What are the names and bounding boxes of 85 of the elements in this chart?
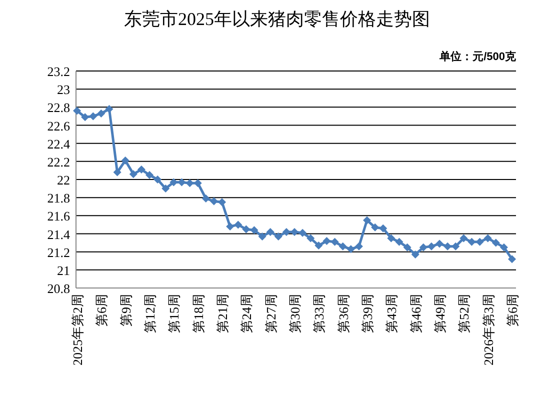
point bbox=[274, 232, 282, 240]
point bbox=[298, 228, 307, 237]
point bbox=[226, 222, 234, 231]
point bbox=[476, 238, 484, 246]
x-tick-label: 第6周 bbox=[505, 294, 520, 326]
x-tick-label: 第36周 bbox=[336, 294, 351, 333]
point bbox=[81, 113, 90, 122]
y-tick-label: 21.6 bbox=[47, 208, 70, 224]
x-tick-label: 第39周 bbox=[360, 294, 375, 333]
point bbox=[363, 216, 371, 224]
point bbox=[338, 242, 347, 250]
point bbox=[162, 184, 170, 193]
x-tick-label: 2025年第2周 bbox=[70, 294, 85, 366]
point bbox=[218, 198, 226, 206]
y-tick-label: 22.2 bbox=[47, 154, 70, 170]
point bbox=[154, 176, 162, 184]
point bbox=[121, 156, 130, 165]
y-tick-label: 22.6 bbox=[47, 118, 70, 134]
point bbox=[427, 242, 436, 250]
point bbox=[146, 170, 154, 179]
point bbox=[322, 236, 331, 245]
x-tick-label: 第15周 bbox=[166, 294, 182, 333]
y-tick-label: 21.2 bbox=[47, 244, 70, 260]
point bbox=[371, 223, 380, 232]
point bbox=[500, 243, 508, 252]
point bbox=[258, 232, 266, 240]
x-tick-label: 第49周 bbox=[432, 294, 448, 333]
x-tick-label: 2026年第3周 bbox=[480, 294, 496, 366]
point bbox=[314, 242, 323, 250]
point bbox=[242, 225, 250, 234]
point bbox=[346, 245, 355, 254]
point bbox=[403, 243, 412, 252]
chart-title: 东莞市2025年以来猪肉零售价格走势图 bbox=[124, 9, 430, 29]
point bbox=[250, 226, 258, 234]
x-tick-label: 第27周 bbox=[263, 294, 278, 333]
x-tick-label: 第30周 bbox=[288, 294, 302, 333]
x-tick-label: 第12周 bbox=[142, 294, 158, 333]
y-tick-label: 23.2 bbox=[47, 64, 70, 79]
point bbox=[452, 242, 460, 250]
point bbox=[210, 197, 218, 206]
x-tick-label: 第21周 bbox=[215, 294, 230, 333]
point bbox=[468, 238, 476, 246]
y-tick-label: 21.8 bbox=[47, 190, 70, 206]
point bbox=[411, 250, 420, 259]
y-tick-label: 21.4 bbox=[47, 226, 70, 242]
y-tick-label: 20.8 bbox=[47, 281, 70, 296]
point bbox=[282, 228, 290, 236]
point bbox=[73, 106, 81, 115]
point bbox=[460, 234, 468, 242]
point bbox=[306, 234, 315, 242]
y-tick-label: 22.4 bbox=[47, 136, 70, 152]
y-tick-label: 22 bbox=[57, 172, 70, 188]
x-tick-label: 第43周 bbox=[384, 294, 400, 333]
x-tick-label: 第6周 bbox=[94, 294, 110, 326]
point bbox=[137, 166, 146, 174]
point bbox=[387, 234, 396, 242]
point bbox=[492, 238, 500, 247]
x-tick-label: 第18周 bbox=[190, 294, 206, 333]
x-tick-label: 第52周 bbox=[456, 294, 472, 333]
point bbox=[89, 112, 98, 120]
point bbox=[508, 255, 516, 264]
point bbox=[202, 194, 210, 202]
point bbox=[379, 224, 388, 232]
point bbox=[234, 220, 242, 229]
point bbox=[395, 238, 404, 246]
point bbox=[266, 228, 274, 236]
y-tick-label: 21 bbox=[57, 262, 70, 278]
point bbox=[330, 238, 339, 246]
y-tick-label: 22.8 bbox=[47, 100, 70, 116]
point bbox=[97, 109, 106, 118]
x-tick-label: 第24周 bbox=[239, 294, 254, 333]
point bbox=[484, 234, 492, 242]
x-tick-label: 第33周 bbox=[312, 294, 327, 333]
point bbox=[290, 228, 298, 236]
x-tick-label: 第46周 bbox=[408, 294, 424, 333]
point bbox=[194, 179, 202, 188]
y-tick-label: 23 bbox=[57, 82, 70, 98]
point bbox=[436, 240, 444, 248]
point bbox=[419, 243, 428, 252]
point bbox=[354, 242, 363, 250]
x-tick-label: 第9周 bbox=[118, 294, 134, 326]
text: 单位：元/500克 bbox=[438, 50, 517, 63]
point bbox=[186, 179, 194, 188]
point bbox=[129, 170, 138, 178]
point bbox=[105, 104, 114, 113]
